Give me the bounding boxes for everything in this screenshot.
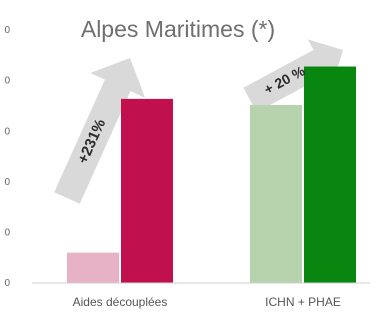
bar-ichn-after: [304, 66, 356, 284]
bar-aides-before: [67, 252, 119, 283]
y-tick-label: 0: [4, 177, 10, 188]
category-label: ICHN + PHAE: [265, 295, 341, 309]
y-tick-label: 0: [4, 76, 10, 87]
y-tick-label: 0: [4, 227, 10, 238]
bar-aides-after: [121, 98, 173, 284]
y-tick-label: 0: [4, 278, 10, 289]
growth-arrow: [243, 39, 343, 113]
growth-arrow: [54, 58, 146, 204]
bar-ichn-before: [250, 104, 302, 283]
y-tick-label: 0: [4, 25, 10, 36]
chart-title: Alpes Maritimes (*): [81, 16, 275, 42]
category-label: Aides découplées: [73, 295, 168, 309]
y-tick-label: 0: [4, 126, 10, 137]
